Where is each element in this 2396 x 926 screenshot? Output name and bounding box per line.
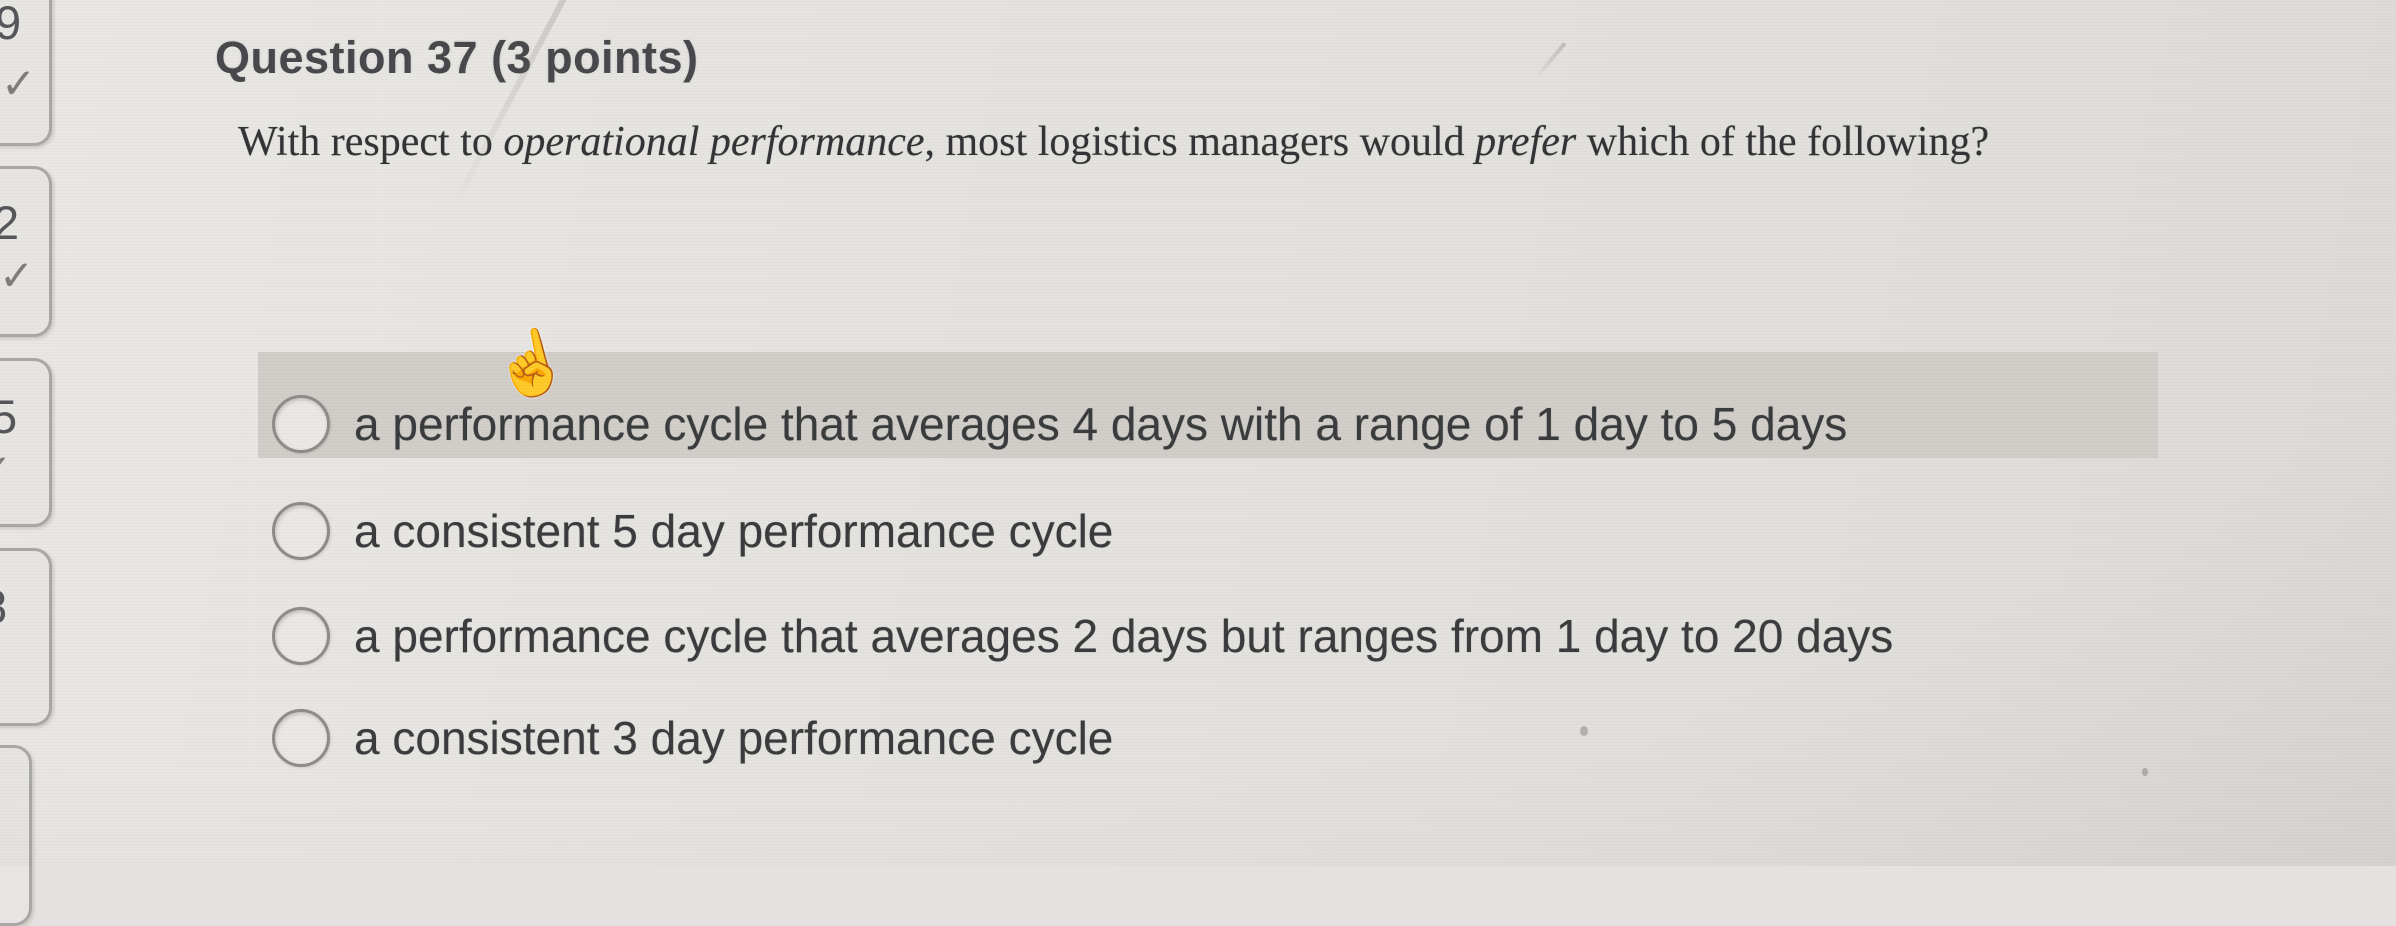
question-number-partial: 2	[0, 196, 20, 249]
answer-option-3[interactable]: a performance cycle that averages 2 days…	[272, 607, 1893, 665]
question-nav-card[interactable]: 2 ✓	[0, 166, 52, 337]
checkmark-icon: ✓	[1, 60, 37, 107]
question-nav-card[interactable]: 9 ✓	[0, 0, 52, 146]
dust-speck	[2142, 768, 2148, 776]
prompt-text: , most logistics managers would	[924, 119, 1476, 165]
radio-button[interactable]	[272, 709, 330, 767]
prompt-text-italic: operational performance	[503, 119, 925, 165]
answer-option-2[interactable]: a consistent 5 day performance cycle	[272, 502, 1113, 560]
question-number-partial: 5	[0, 390, 18, 443]
option-label[interactable]: a performance cycle that averages 4 days…	[354, 398, 1848, 450]
checkmark-icon: ✓	[0, 252, 35, 299]
question-nav-card[interactable]: 8	[0, 548, 52, 726]
dust-speck	[1580, 726, 1588, 736]
radio-button[interactable]	[272, 395, 330, 453]
question-nav-card[interactable]: 5 ✓	[0, 358, 52, 527]
checkmark-icon: ✓	[0, 449, 12, 491]
question-prompt: With respect to operational performance,…	[238, 118, 2178, 166]
radio-button[interactable]	[272, 607, 330, 665]
question-number-partial: 8	[0, 583, 7, 630]
prompt-text: With respect to	[238, 119, 504, 165]
option-hover-highlight	[258, 352, 2158, 458]
radio-button[interactable]	[272, 502, 330, 560]
answer-option-1[interactable]: a performance cycle that averages 4 days…	[272, 395, 1847, 453]
prompt-text: which of the following?	[1576, 119, 1990, 165]
question-title: Question 37 (3 points)	[215, 32, 699, 83]
glare-scratch	[1533, 42, 1567, 80]
option-label[interactable]: a consistent 3 day performance cycle	[354, 712, 1114, 764]
option-label[interactable]: a performance cycle that averages 2 days…	[354, 610, 1894, 662]
question-number-partial: 9	[0, 0, 22, 49]
answer-option-4[interactable]: a consistent 3 day performance cycle	[272, 709, 1113, 767]
option-label[interactable]: a consistent 5 day performance cycle	[354, 505, 1114, 557]
question-nav-card[interactable]	[0, 745, 32, 926]
prompt-text-italic: prefer	[1475, 119, 1577, 165]
